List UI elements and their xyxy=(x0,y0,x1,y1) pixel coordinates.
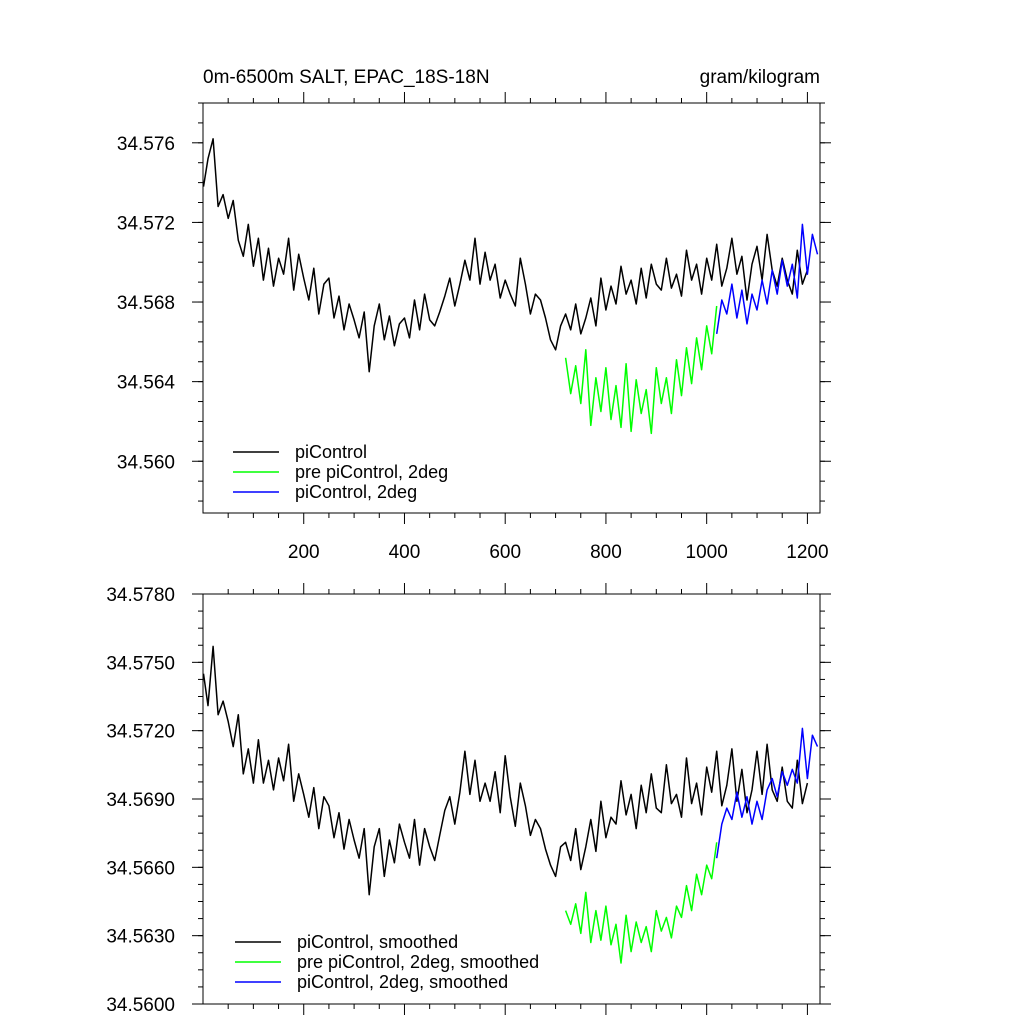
x-tick-label: 1200 xyxy=(786,542,828,563)
x-tick-label: 600 xyxy=(489,542,521,563)
legend-label-2: piControl, 2deg, smoothed xyxy=(297,972,508,992)
series-line-0 xyxy=(203,645,809,896)
top-x-axis: 200 400 600 800 1000 1200 xyxy=(227,92,829,563)
y-tick-label: 34.576 xyxy=(117,134,175,155)
legend-label-1: pre piControl, 2deg, smoothed xyxy=(297,952,539,972)
legend-label-2: piControl, 2deg xyxy=(295,482,417,502)
series-line-2 xyxy=(715,727,819,859)
y-tick-label: 34.572 xyxy=(117,213,175,234)
top-series-group xyxy=(203,138,819,435)
y-tick-label: 34.564 xyxy=(117,373,176,394)
y-tick-label: 34.5720 xyxy=(106,722,175,743)
legend-label-0: piControl xyxy=(295,442,367,462)
top-plot-frame xyxy=(202,102,821,514)
y-tick-label: 34.5780 xyxy=(106,585,175,606)
top-y-axis: 34.560 34.564 34.568 34.572 34.576 xyxy=(117,102,831,502)
units-label: gram/kilogram xyxy=(700,67,820,88)
series-line-0 xyxy=(203,138,809,373)
bottom-series-group xyxy=(203,645,819,964)
bottom-plot-frame xyxy=(202,593,821,1005)
y-tick-label: 34.5600 xyxy=(106,995,175,1016)
y-tick-label: 34.5690 xyxy=(106,790,175,811)
bottom-x-axis xyxy=(227,583,808,1015)
x-tick-label: 400 xyxy=(389,542,421,563)
series-line-1 xyxy=(564,305,718,435)
x-tick-label: 800 xyxy=(590,542,622,563)
y-tick-label: 34.560 xyxy=(117,452,175,473)
y-tick-label: 34.5630 xyxy=(106,927,175,948)
y-tick-label: 34.5750 xyxy=(106,653,175,674)
series-line-1 xyxy=(564,842,718,964)
series-line-2 xyxy=(715,223,819,335)
top-panel: 0m-6500m SALT, EPAC_18S-18N gram/kilogra… xyxy=(117,67,831,563)
y-tick-label: 34.568 xyxy=(117,293,175,314)
legend-label-1: pre piControl, 2deg xyxy=(295,462,448,482)
x-tick-label: 200 xyxy=(288,542,320,563)
y-tick-label: 34.5660 xyxy=(106,858,175,879)
x-tick-label: 1000 xyxy=(686,542,728,563)
bottom-panel: 34.5600 34.5630 34.5660 34.5690 34.5720 34.57… xyxy=(106,583,831,1016)
bottom-y-axis: 34.5600 34.5630 34.5660 34.5690 34.5720 34.57… xyxy=(106,585,831,1016)
chart-title: 0m-6500m SALT, EPAC_18S-18N xyxy=(203,67,490,88)
legend-label-0: piControl, smoothed xyxy=(297,932,458,952)
